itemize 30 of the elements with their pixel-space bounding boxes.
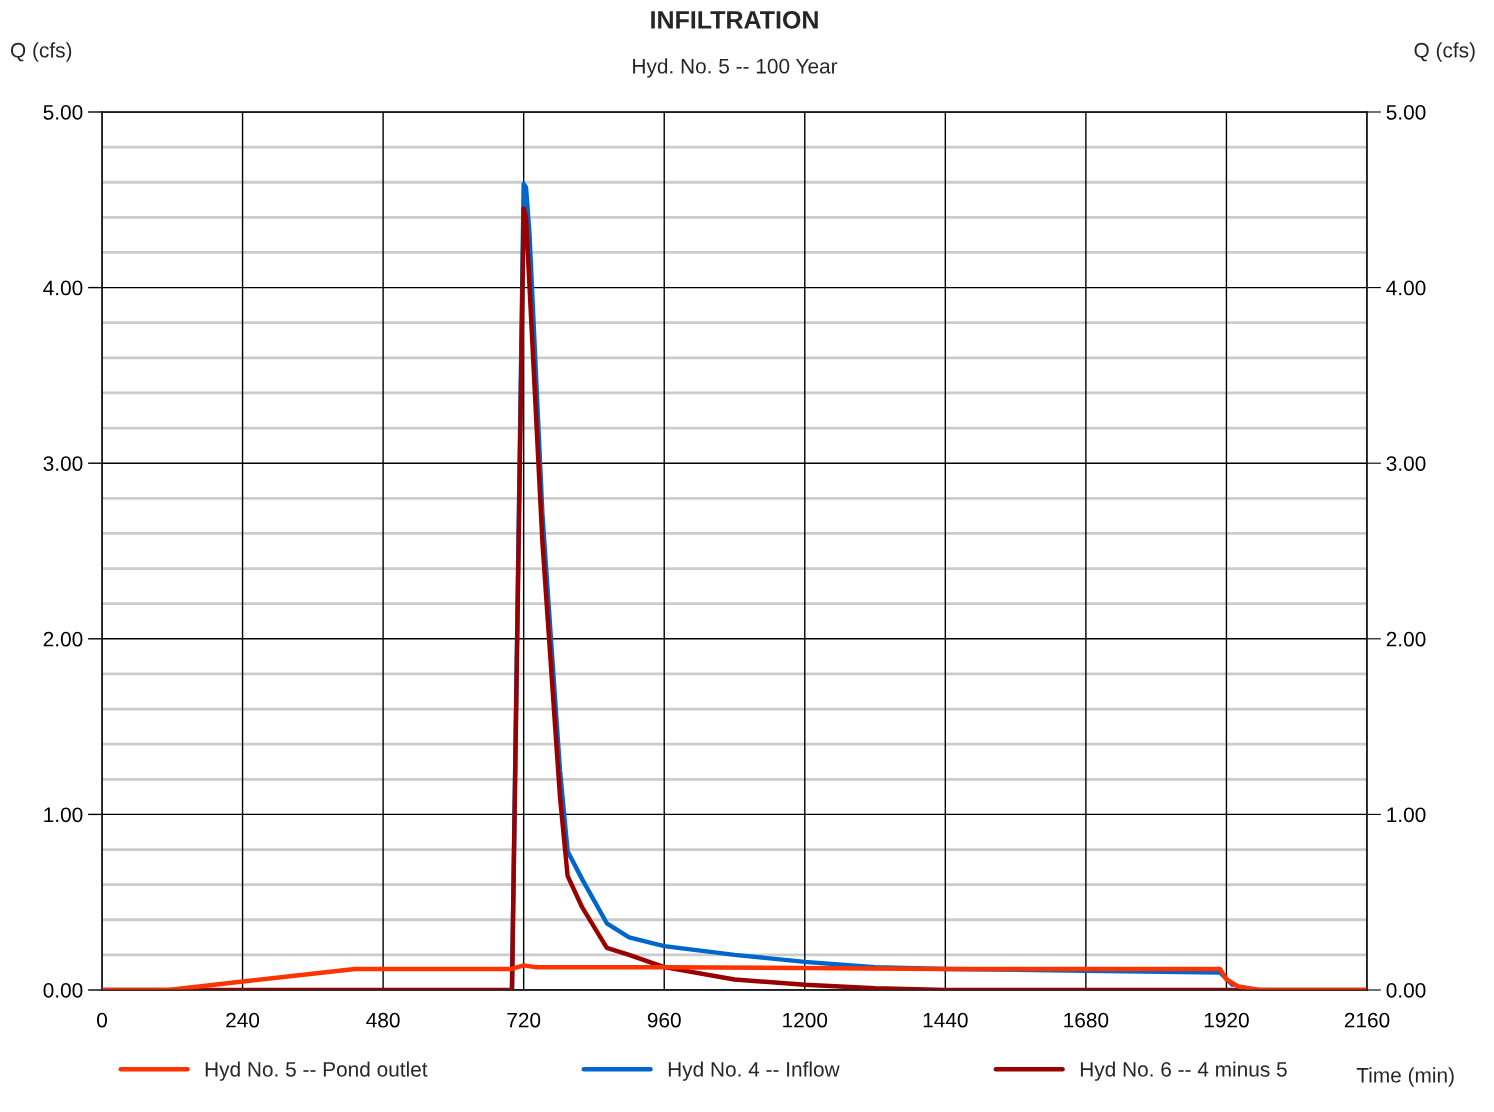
x-tick-label: 1920: [1204, 1012, 1249, 1028]
y-tick-label: 3.00: [43, 456, 83, 471]
x-tick-label: 480: [366, 1012, 400, 1028]
y2-tick-label: 0.00: [1386, 983, 1426, 998]
x-tick-label: 2160: [1344, 1012, 1390, 1028]
x-tick-label: 1200: [783, 1012, 828, 1028]
y-tick-label: 1.00: [44, 807, 83, 823]
chart-subtitle: Hyd. No. 5 -- 100 Year: [633, 58, 838, 78]
y2-tick-label: 5.00: [1386, 105, 1426, 120]
x-tick-label: 0: [97, 1012, 107, 1028]
x-tick-label: 240: [226, 1012, 260, 1028]
y-tick-label: 5.00: [43, 105, 83, 120]
legend-label: Hyd No. 5 -- Pond outlet: [205, 1061, 428, 1081]
y2-tick-label: 1.00: [1387, 807, 1426, 823]
x-axis-title: Time (min): [1356, 1067, 1454, 1087]
chart-title: INFILTRATION: [651, 11, 818, 29]
x-tick-label: 960: [647, 1012, 681, 1028]
y2-tick-label: 4.00: [1386, 280, 1426, 296]
y2-tick-label: 2.00: [1386, 631, 1426, 647]
x-tick-label: 1440: [923, 1012, 968, 1028]
legend-label: Hyd No. 6 -- 4 minus 5: [1080, 1061, 1287, 1081]
y-tick-label: 4.00: [43, 280, 83, 296]
x-tick-label: 720: [507, 1012, 541, 1028]
y2-tick-label: 3.00: [1386, 456, 1426, 471]
y-tick-label: 2.00: [43, 631, 83, 647]
y2-axis-title: Q (cfs): [1414, 42, 1475, 62]
y-tick-label: 0.00: [43, 983, 83, 998]
y-axis-title: Q (cfs): [10, 42, 72, 62]
x-tick-label: 1680: [1064, 1012, 1109, 1028]
legend-label: Hyd No. 4 -- Inflow: [668, 1061, 840, 1081]
